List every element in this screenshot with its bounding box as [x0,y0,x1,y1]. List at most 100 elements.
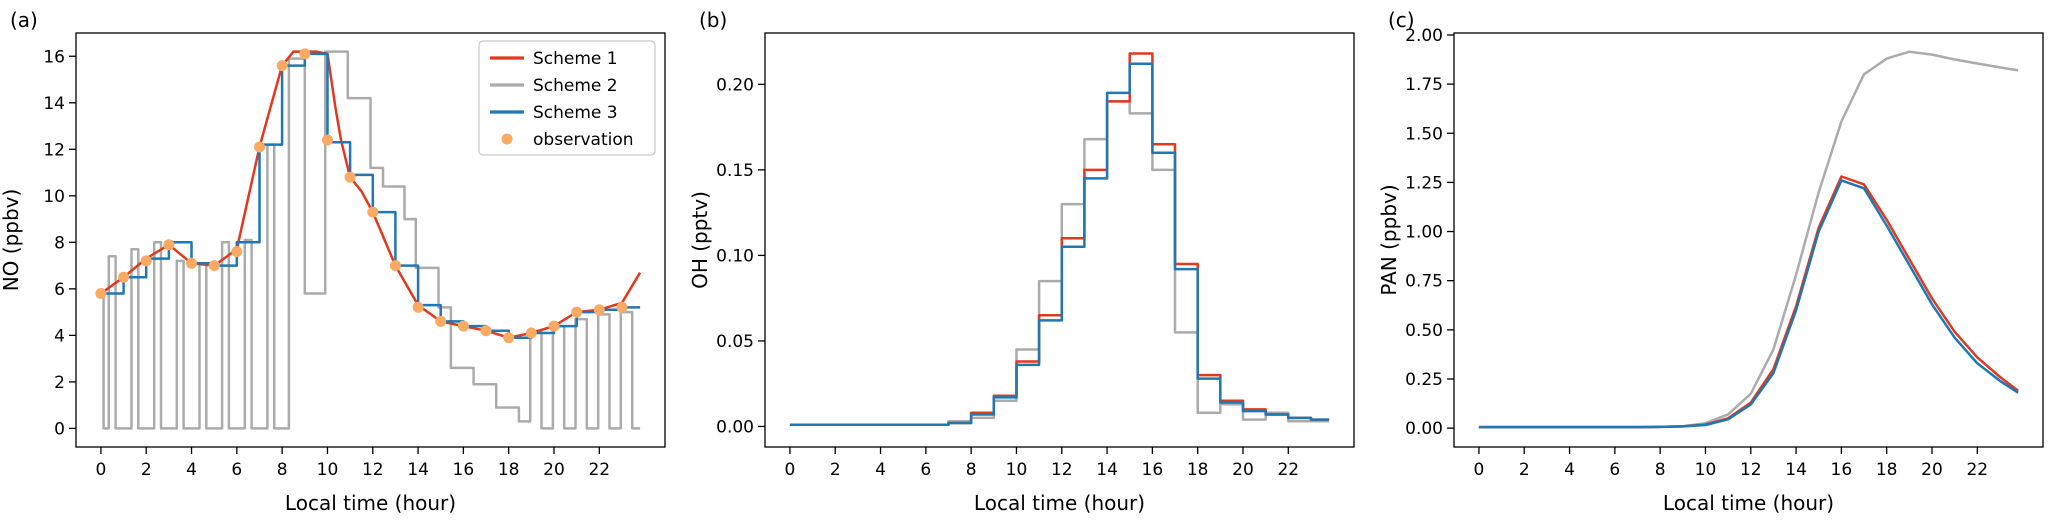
axes-frame [75,32,666,448]
x-tick-label: 14 [1096,460,1118,480]
y-tick-label: 2.00 [1405,26,1443,46]
observation-point [571,306,583,318]
observation-point [435,315,447,327]
x-tick-label: 14 [1785,460,1807,480]
panel-a: (a) 0 2 4 6 8 10 12 14 16 18 20 22 Local time (hour) 0… [0,0,689,524]
series-scheme-1 [789,52,1330,427]
legend-marker-observation [501,133,513,145]
observation-point [276,60,288,72]
y-axis-label: OH (pptv) [689,191,712,289]
x-tick-label: 10 [317,460,339,480]
y-tick-label: 0.00 [1405,419,1443,439]
y-tick-label: 0.25 [1405,370,1443,390]
observation-point [322,134,333,146]
observation-point [367,206,379,218]
x-tick-label: 4 [1564,460,1575,480]
legend-label-scheme-2: Scheme 2 [533,76,618,96]
y-tick-label: 0.00 [716,417,754,437]
y-tick-label: 0.10 [716,246,754,266]
x-tick-label: 4 [875,460,886,480]
y-tick-label: 1.00 [1405,223,1443,243]
y-axis: 0.00 0.05 0.10 0.15 0.20 OH (pptv) [688,75,765,437]
observation-point [457,320,469,332]
y-tick-label: 0.50 [1405,321,1443,341]
observation-point [95,288,107,299]
legend-label-observation: observation [533,130,634,150]
x-tick-label: 8 [277,460,288,480]
y-axis: 0 2 4 6 8 10 12 14 16 NO (ppbv) [0,47,76,439]
legend-box [478,40,656,156]
series-scheme-3 [789,62,1330,427]
x-tick-label: 22 [1277,460,1299,480]
observation-point [299,48,311,60]
y-axis: 0.00 0.25 0.50 0.75 1.00 1.25 1.50 1.75 2.00 PAN … [1377,26,1454,439]
x-tick-label: 22 [1966,460,1988,480]
y-tick-label: 0 [54,419,65,439]
x-tick-label: 22 [588,460,610,480]
legend-label-scheme-3: Scheme 3 [533,103,618,123]
y-tick-label: 8 [54,233,65,253]
series-scheme-1 [1478,175,2019,429]
y-tick-label: 0.15 [716,161,754,181]
observation-point [525,327,537,339]
panel-label-c: (c) [1388,8,1415,32]
x-tick-label: 18 [498,460,520,480]
y-tick-label: 6 [54,280,65,300]
x-axis: 0 2 4 6 8 10 12 14 16 18 20 22 Local time (hour) [785,447,1299,515]
observation-point [616,301,628,313]
x-axis-label: Local time (hour) [974,491,1145,515]
x-tick-label: 10 [1695,460,1717,480]
panel-b: (b) 0 2 4 6 8 10 12 14 16 18 20 22 Local time (hour) 0… [688,0,1378,524]
panel-label-a: (a) [10,8,38,32]
series-scheme-2 [100,50,641,430]
x-tick-label: 8 [1655,460,1666,480]
observation-point [548,320,560,332]
x-tick-label: 12 [1051,460,1073,480]
y-tick-label: 1.75 [1405,75,1443,95]
axes-frame [764,32,1355,448]
y-tick-label: 12 [43,140,65,160]
legend-label-scheme-1: Scheme 1 [533,49,618,69]
x-tick-label: 0 [96,460,107,480]
x-tick-label: 12 [1740,460,1762,480]
x-tick-label: 8 [966,460,977,480]
series-observation [95,48,628,344]
series-scheme-3 [1478,179,2019,429]
series-scheme-2 [1478,50,2019,429]
x-tick-label: 18 [1187,460,1209,480]
observation-point [480,325,492,337]
panel-c: (c) 0 2 4 6 8 10 12 14 16 18 20 22 Local time (hour) 0… [1377,0,2067,524]
x-tick-label: 4 [186,460,197,480]
observation-point [186,257,197,269]
panel-label-b: (b) [699,8,727,32]
x-tick-label: 6 [1609,460,1620,480]
x-tick-label: 12 [362,460,384,480]
y-tick-label: 10 [43,187,65,207]
observation-point [208,260,220,272]
y-tick-label: 1.50 [1405,124,1443,144]
y-tick-label: 0.75 [1405,272,1443,292]
x-tick-label: 0 [1474,460,1485,480]
axes-frame [1453,32,2044,448]
x-tick-label: 0 [785,460,796,480]
y-tick-label: 16 [43,47,65,67]
y-tick-label: 4 [54,326,65,346]
x-tick-label: 6 [920,460,931,480]
x-tick-label: 16 [1142,460,1164,480]
observation-point [231,246,243,258]
x-tick-label: 2 [1519,460,1530,480]
observation-point [593,304,605,316]
x-axis-label: Local time (hour) [285,491,456,515]
x-axis-label: Local time (hour) [1663,491,1834,515]
x-axis: 0 2 4 6 8 10 12 14 16 18 20 22 Local time (hour) [1474,447,1988,515]
observation-point [389,260,401,272]
observation-point [412,301,424,313]
y-axis-label: PAN (ppbv) [1378,184,1401,295]
observation-point [344,171,356,183]
x-tick-label: 18 [1876,460,1898,480]
observation-point [254,141,265,153]
y-tick-label: 0.20 [716,75,754,95]
